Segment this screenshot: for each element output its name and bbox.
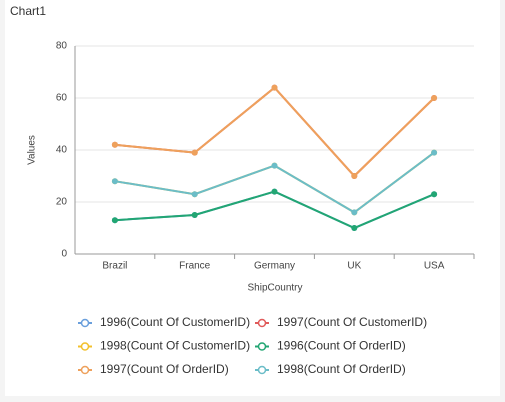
x-tick-label: USA <box>424 261 445 272</box>
chart-title: Chart1 <box>10 4 46 18</box>
x-axis-label: ShipCountry <box>247 283 302 294</box>
point <box>271 188 278 195</box>
point <box>431 191 438 198</box>
legend-label: 1998(Count Of CustomerID) <box>100 339 250 353</box>
y-tick-label: 20 <box>56 197 68 208</box>
point <box>111 217 118 224</box>
y-tick-label: 80 <box>56 41 68 52</box>
legend-marker <box>257 365 267 375</box>
x-tick-label: UK <box>347 261 361 272</box>
point <box>351 209 358 216</box>
x-tick-label: Brazil <box>102 261 127 272</box>
legend-marker <box>257 318 267 328</box>
point <box>431 95 438 101</box>
legend-label: 1996(Count Of CustomerID) <box>100 315 250 329</box>
point <box>351 173 358 179</box>
point <box>111 178 118 185</box>
legend-marker <box>257 342 267 351</box>
legend-label: 1996(Count Of OrderID) <box>277 339 406 353</box>
x-tick-label: Germany <box>254 261 295 272</box>
point <box>351 225 358 231</box>
point <box>111 141 118 148</box>
point <box>271 84 278 91</box>
legend-label: 1997(Count Of CustomerID) <box>277 315 427 329</box>
y-tick-label: 40 <box>56 145 68 156</box>
y-axis-label: Values <box>27 135 38 165</box>
y-tick-label: 60 <box>56 93 68 104</box>
point <box>191 149 198 156</box>
point <box>191 212 198 218</box>
point <box>271 162 278 169</box>
legend-marker <box>80 342 90 351</box>
point <box>191 191 198 198</box>
legend-label: 1997(Count Of OrderID) <box>100 362 229 376</box>
x-tick-label: France <box>179 261 211 272</box>
point <box>431 149 438 156</box>
legend-marker <box>80 365 90 375</box>
legend-label: 1998(Count Of OrderID) <box>277 362 406 376</box>
legend-marker <box>80 318 90 328</box>
y-tick-label: 0 <box>61 249 67 260</box>
